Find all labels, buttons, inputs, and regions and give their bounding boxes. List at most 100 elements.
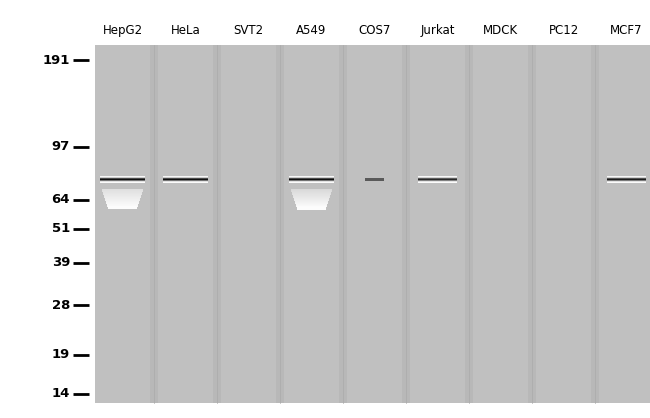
- Bar: [105, 196, 140, 199]
- Bar: [297, 206, 326, 209]
- Text: HepG2: HepG2: [103, 24, 142, 37]
- Bar: [291, 189, 332, 192]
- Bar: [102, 189, 143, 191]
- Text: SVT2: SVT2: [233, 24, 263, 37]
- Bar: [294, 199, 328, 202]
- Bar: [294, 197, 329, 200]
- Bar: [296, 201, 328, 204]
- Bar: [105, 196, 140, 199]
- Bar: [105, 195, 140, 198]
- Bar: [347, 45, 402, 403]
- Text: 19: 19: [52, 348, 70, 361]
- Text: 28: 28: [51, 298, 70, 311]
- Text: A549: A549: [296, 24, 327, 37]
- Bar: [104, 193, 141, 196]
- Bar: [105, 196, 140, 199]
- Text: 97: 97: [52, 140, 70, 153]
- Text: 64: 64: [51, 193, 70, 206]
- Text: Jurkat: Jurkat: [421, 24, 455, 37]
- Bar: [106, 199, 139, 202]
- Bar: [296, 203, 327, 206]
- Bar: [292, 191, 331, 194]
- Bar: [107, 201, 138, 204]
- Bar: [292, 193, 330, 196]
- Bar: [104, 194, 141, 196]
- Bar: [291, 189, 332, 191]
- Bar: [221, 45, 276, 403]
- Bar: [95, 45, 650, 403]
- Bar: [107, 203, 138, 206]
- Bar: [292, 189, 332, 193]
- Bar: [108, 205, 137, 208]
- Bar: [107, 204, 138, 207]
- Bar: [599, 45, 650, 403]
- Text: MDCK: MDCK: [483, 24, 518, 37]
- Bar: [295, 201, 328, 204]
- Bar: [103, 189, 142, 193]
- Bar: [105, 198, 140, 201]
- Bar: [365, 178, 384, 181]
- Bar: [296, 204, 327, 206]
- Bar: [107, 201, 138, 204]
- Bar: [106, 201, 138, 204]
- Text: 39: 39: [51, 256, 70, 269]
- Bar: [294, 196, 329, 199]
- Bar: [294, 198, 329, 201]
- Bar: [294, 199, 328, 201]
- Bar: [106, 200, 139, 203]
- Text: PC12: PC12: [549, 24, 578, 37]
- Bar: [103, 190, 142, 193]
- Bar: [296, 202, 327, 206]
- Bar: [107, 202, 138, 205]
- Bar: [296, 204, 326, 207]
- Bar: [103, 192, 142, 195]
- Bar: [103, 191, 142, 194]
- Text: 191: 191: [43, 54, 70, 66]
- Bar: [284, 45, 339, 403]
- Bar: [105, 197, 140, 200]
- Bar: [296, 201, 328, 204]
- Text: 51: 51: [52, 222, 70, 235]
- Bar: [298, 207, 326, 210]
- Text: 14: 14: [51, 387, 70, 400]
- Bar: [104, 194, 141, 197]
- Bar: [296, 204, 326, 207]
- Bar: [473, 45, 528, 403]
- Bar: [292, 191, 331, 194]
- Bar: [292, 190, 332, 193]
- Bar: [95, 45, 150, 403]
- Bar: [103, 191, 142, 194]
- Text: HeLa: HeLa: [170, 24, 200, 37]
- Bar: [296, 202, 327, 205]
- Bar: [105, 199, 139, 201]
- Bar: [294, 196, 330, 199]
- Bar: [107, 202, 138, 206]
- Bar: [295, 199, 328, 202]
- Bar: [158, 45, 213, 403]
- Bar: [105, 198, 140, 201]
- Bar: [107, 204, 138, 206]
- Bar: [294, 198, 329, 201]
- Bar: [293, 194, 330, 196]
- Bar: [292, 193, 330, 196]
- Bar: [293, 194, 330, 198]
- Bar: [104, 194, 141, 198]
- Bar: [295, 200, 328, 203]
- Bar: [106, 199, 139, 202]
- Bar: [109, 206, 136, 209]
- Text: COS7: COS7: [358, 24, 391, 37]
- Bar: [108, 206, 137, 209]
- Text: MCF7: MCF7: [610, 24, 643, 37]
- Bar: [293, 195, 330, 198]
- Bar: [297, 206, 326, 209]
- Bar: [294, 196, 330, 199]
- Bar: [292, 191, 331, 194]
- Bar: [297, 205, 326, 208]
- Bar: [108, 204, 137, 207]
- Bar: [108, 206, 137, 209]
- Bar: [102, 189, 142, 192]
- Bar: [297, 206, 326, 209]
- Bar: [536, 45, 591, 403]
- Bar: [293, 194, 330, 197]
- Bar: [410, 45, 465, 403]
